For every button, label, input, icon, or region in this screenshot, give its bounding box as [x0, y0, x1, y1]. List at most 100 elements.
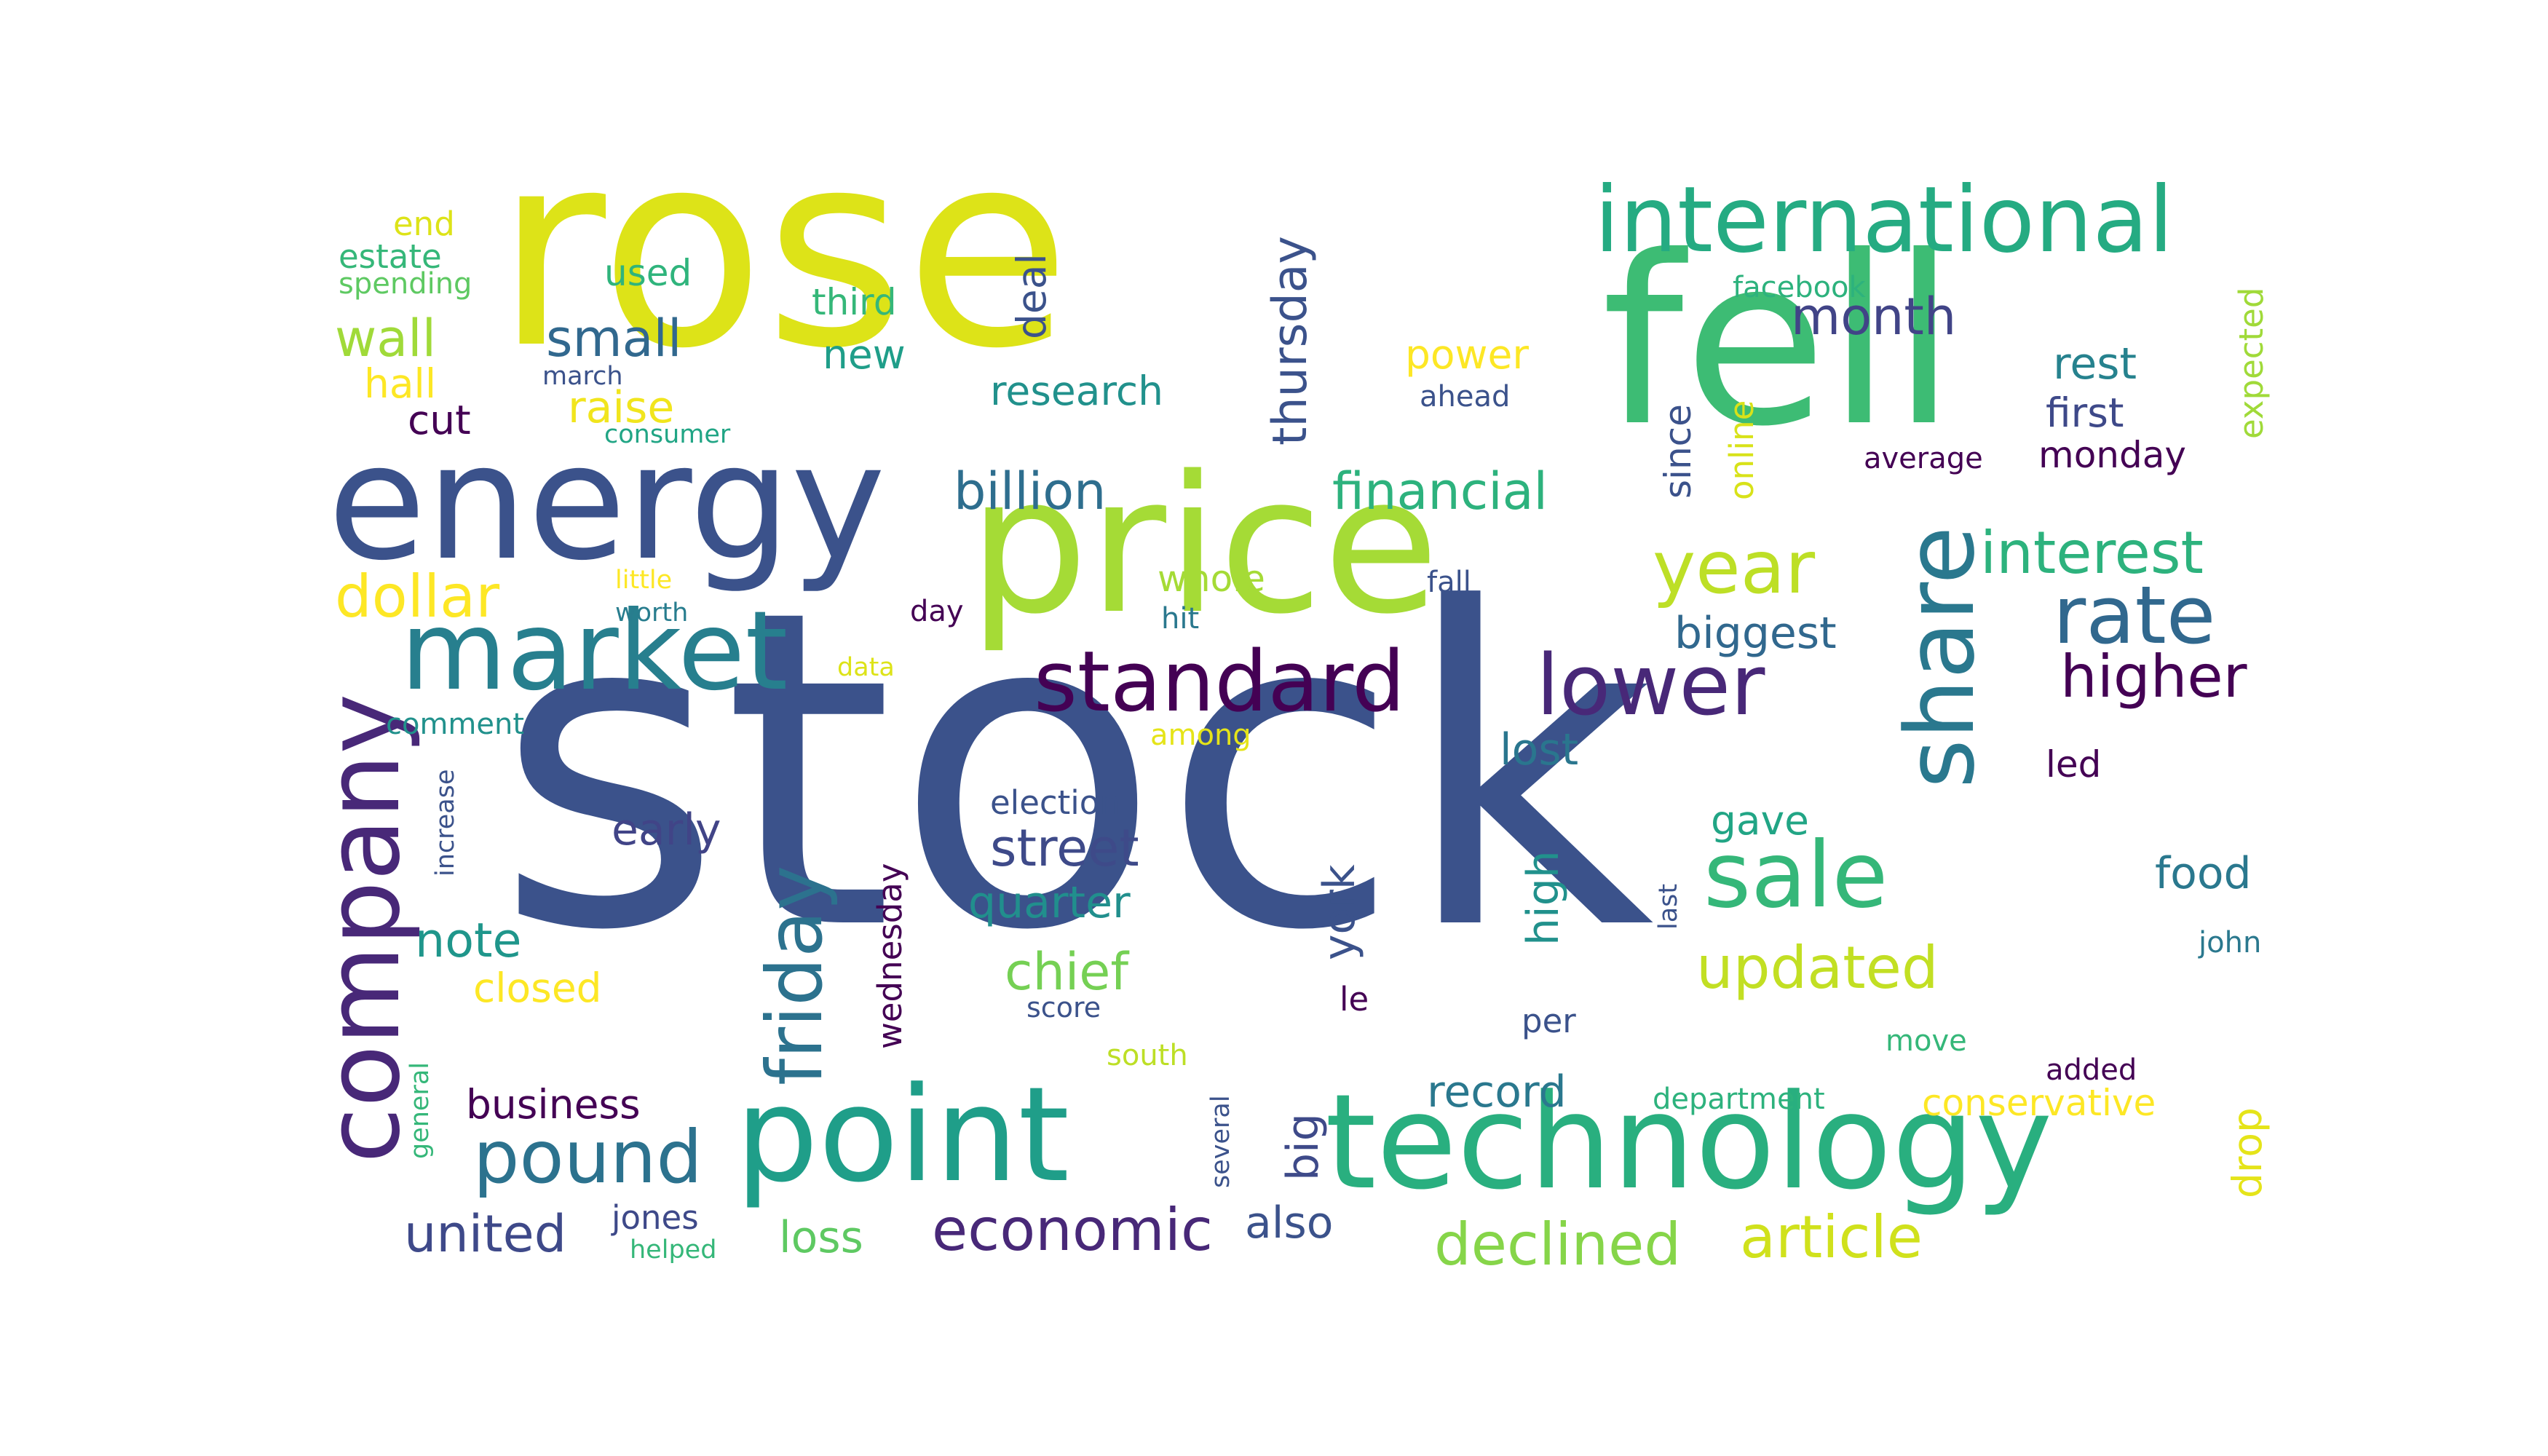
word-le: le	[1340, 980, 1369, 1018]
word-added: added	[2046, 1053, 2137, 1087]
word-consumer: consumer	[604, 420, 731, 449]
word-department: department	[1653, 1083, 1825, 1116]
word-year: year	[1653, 525, 1816, 610]
word-raise: raise	[568, 382, 675, 433]
word-record: record	[1427, 1067, 1567, 1117]
word-worth: worth	[615, 598, 689, 628]
word-quarter: quarter	[968, 877, 1131, 928]
word-loss: loss	[779, 1212, 863, 1263]
word-among: among	[1150, 719, 1251, 752]
word-street: street	[990, 818, 1139, 878]
word-move: move	[1886, 1024, 1967, 1058]
word-small: small	[546, 309, 682, 368]
word-increase: increase	[431, 769, 460, 877]
word-interest: interest	[1980, 519, 2204, 587]
word-sale: sale	[1704, 823, 1888, 928]
word-also: also	[1245, 1198, 1334, 1249]
word-big: big	[1278, 1112, 1329, 1181]
word-per: per	[1522, 1002, 1576, 1040]
word-hit: hit	[1161, 602, 1200, 636]
word-early: early	[612, 804, 721, 855]
word-united: united	[404, 1204, 567, 1264]
word-expected: expected	[2232, 287, 2271, 440]
word-cut: cut	[408, 397, 471, 443]
word-business: business	[466, 1081, 641, 1128]
word-score: score	[1026, 992, 1101, 1024]
word-election: election	[990, 783, 1120, 822]
word-economic: economic	[932, 1196, 1213, 1264]
word-lower: lower	[1536, 637, 1765, 735]
word-billion: billion	[954, 462, 1107, 521]
word-research: research	[990, 368, 1163, 414]
word-facebook: facebook	[1733, 271, 1866, 304]
word-since: since	[1657, 404, 1699, 499]
word-wall: wall	[335, 309, 437, 368]
word-conservative: conservative	[1922, 1082, 2156, 1124]
word-dollar: dollar	[335, 563, 500, 630]
word-chief: chief	[1005, 942, 1129, 1002]
word-high: high	[1518, 850, 1569, 946]
word-closed: closed	[473, 965, 602, 1011]
word-market: market	[400, 588, 788, 715]
word-hall: hall	[364, 360, 437, 407]
word-month: month	[1791, 287, 1957, 347]
word-drop: drop	[2224, 1107, 2271, 1199]
word-power: power	[1405, 331, 1529, 378]
word-rate: rate	[2053, 569, 2216, 662]
word-fall: fall	[1427, 566, 1471, 599]
word-fell: fell	[1602, 207, 1957, 478]
word-article: article	[1740, 1203, 1923, 1271]
word-ahead: ahead	[1420, 380, 1511, 414]
word-financial: financial	[1332, 462, 1548, 521]
word-helped: helped	[630, 1235, 717, 1265]
word-technology: technology	[1325, 1067, 2053, 1219]
word-end: end	[393, 205, 455, 243]
word-data: data	[837, 653, 895, 682]
word-gave: gave	[1711, 797, 1810, 844]
word-food: food	[2155, 848, 2252, 899]
word-york: york	[1314, 864, 1365, 960]
word-thursday: thursday	[1263, 236, 1318, 446]
word-whole: whole	[1158, 558, 1265, 600]
word-march: march	[542, 362, 623, 391]
word-pound: pound	[473, 1115, 703, 1200]
word-declined: declined	[1434, 1211, 1682, 1278]
word-standard: standard	[1034, 633, 1406, 731]
word-share: share	[1885, 526, 1995, 788]
word-john: john	[2199, 926, 2262, 960]
word-south: south	[1107, 1039, 1188, 1072]
word-friday: friday	[751, 865, 839, 1085]
word-rose: rose	[495, 95, 1071, 408]
word-day: day	[910, 595, 964, 628]
word-lost: lost	[1500, 724, 1579, 775]
word-monday: monday	[2038, 434, 2186, 476]
word-updated: updated	[1696, 934, 1939, 1002]
word-higher: higher	[2060, 643, 2247, 711]
word-last: last	[1654, 883, 1683, 930]
word-online: online	[1722, 400, 1761, 501]
word-general: general	[405, 1061, 435, 1159]
word-biggest: biggest	[1674, 608, 1837, 659]
word-led: led	[2046, 743, 2102, 786]
word-little: little	[615, 566, 673, 595]
word-estate: estate	[339, 237, 442, 276]
word-note: note	[415, 914, 522, 968]
word-spending: spending	[339, 267, 472, 301]
word-jones: jones	[612, 1198, 699, 1237]
word-rest: rest	[2053, 339, 2137, 389]
word-third: third	[812, 281, 897, 323]
word-stock: stock	[495, 517, 1655, 1026]
word-price: price	[968, 436, 1440, 656]
word-average: average	[1864, 442, 1983, 475]
word-first: first	[2046, 389, 2124, 436]
word-point: point	[735, 1059, 1070, 1211]
word-comment: comment	[386, 708, 525, 741]
word-several: several	[1206, 1095, 1235, 1188]
word-international: international	[1594, 167, 2174, 273]
word-company: company	[304, 693, 423, 1163]
word-energy: energy	[328, 409, 886, 596]
word-deal: deal	[1008, 253, 1055, 340]
word-new: new	[823, 331, 906, 378]
word-used: used	[604, 252, 692, 294]
